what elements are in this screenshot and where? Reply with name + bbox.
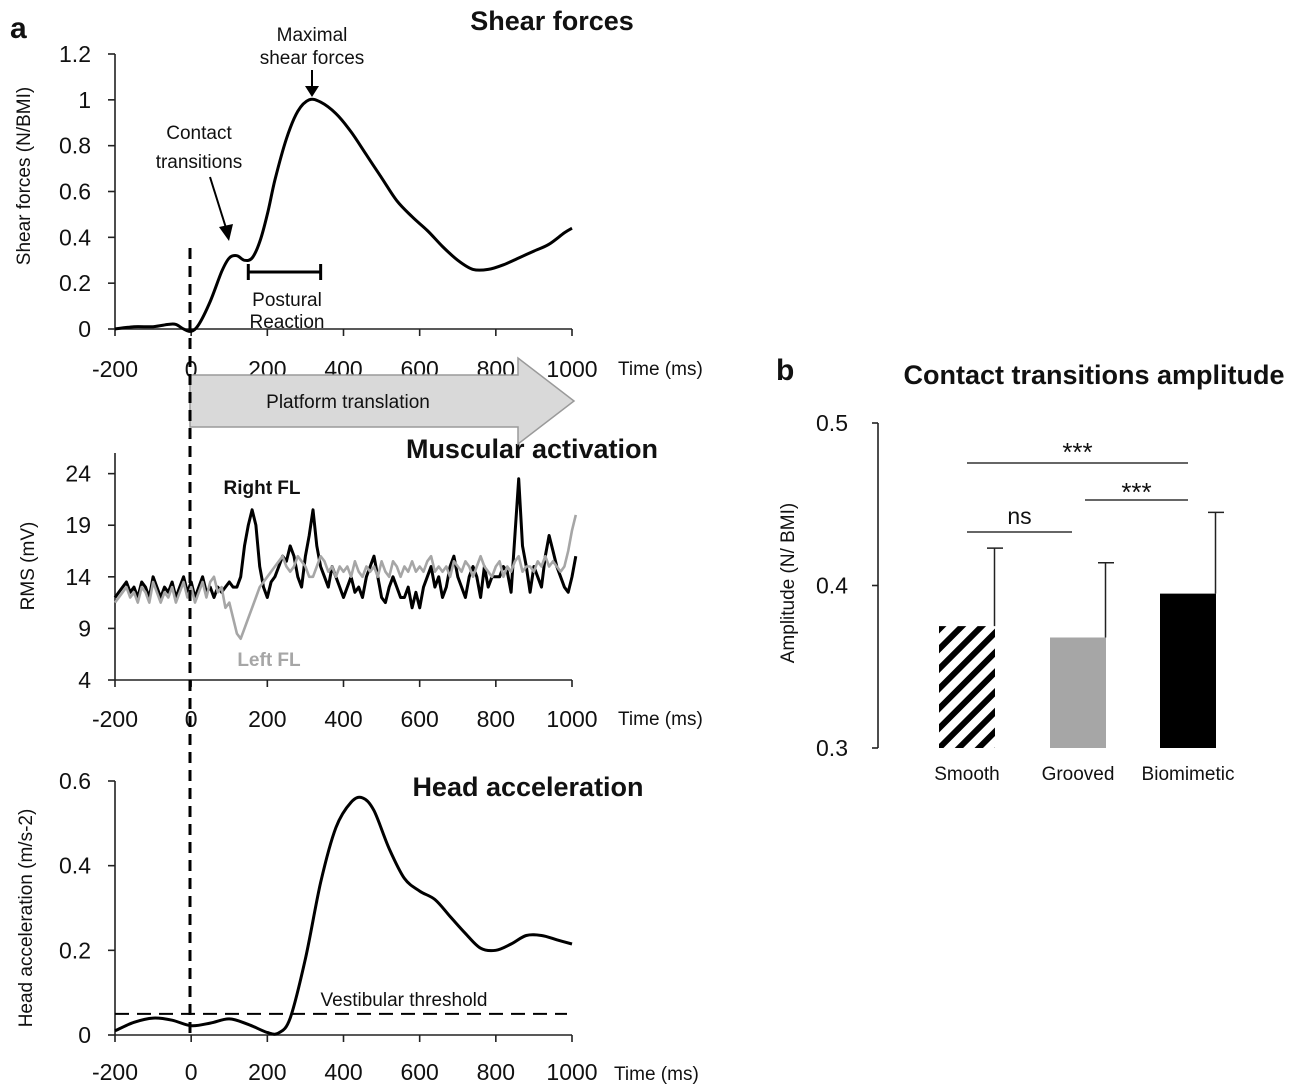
y-tick-label: 0.2 (59, 270, 91, 296)
y-axis-label: Amplitude (N/ BMI) (778, 503, 799, 663)
y-axis-label: RMS (mV) (18, 522, 39, 611)
y-tick-label: 0.2 (59, 937, 91, 963)
y-tick-label: 9 (78, 615, 91, 641)
annotation-contact-line1: Contact (166, 123, 232, 144)
chart-title: Contact transitions amplitude (903, 360, 1284, 390)
significance-label: *** (1121, 477, 1151, 507)
x-tick-label: 800 (477, 706, 515, 732)
platform-translation-arrow: Platform translation (189, 356, 576, 446)
right-fl-legend-label: Right FL (223, 478, 300, 499)
chart-title: Head acceleration (412, 772, 643, 802)
x-axis-label: Time (ms) (618, 359, 703, 380)
annotation-max-shear-line1: Maximal (277, 25, 348, 46)
annotation-contact-arrow-shaft (209, 176, 227, 229)
y-axis-label: Shear forces (N/BMI) (14, 87, 35, 265)
x-tick-label: -200 (92, 1059, 138, 1085)
x-tick-label: -200 (92, 356, 138, 382)
x-axis-label: Time (ms) (614, 1064, 699, 1085)
platform-translation-label: Platform translation (266, 392, 430, 413)
x-tick-label: 1000 (546, 706, 597, 732)
panel-b-label: b (776, 354, 794, 387)
x-tick-label: 400 (324, 706, 362, 732)
annotation-postural-line1: Postural (252, 290, 322, 311)
x-tick-label: 1000 (546, 356, 597, 382)
y-tick-label: 0.4 (816, 573, 848, 599)
x-tick-label: 600 (400, 706, 438, 732)
shear-forces-chart: 00.20.40.60.811.2-200 0 200 400 600 800 1000Sh… (14, 6, 703, 382)
annotation-postural-line2: Reaction (250, 312, 325, 333)
bar-biomimetic (1160, 593, 1216, 748)
x-tick-label: -200 (92, 706, 138, 732)
y-tick-label: 1 (78, 87, 91, 113)
x-tick-label: 200 (248, 706, 286, 732)
y-tick-label: 4 (78, 667, 91, 693)
y-tick-label: 14 (65, 564, 91, 590)
x-tick-label: 200 (248, 1059, 286, 1085)
x-tick-label: 1000 (546, 1059, 597, 1085)
series-line (114, 97, 573, 333)
category-label-biomimetic: Biomimetic (1142, 764, 1235, 785)
left-fl-line (113, 514, 578, 640)
y-tick-label: 0 (78, 316, 91, 342)
contact-transitions-bar-chart: Contact transitions amplitude 0.3 0.4 0.5 Am… (778, 360, 1285, 785)
annotation-max-shear-line2: shear forces (260, 48, 365, 69)
y-axis-label: Head acceleration (m/s-2) (16, 809, 37, 1028)
y-tick-label: 0.8 (59, 133, 91, 159)
series-line (114, 795, 573, 1036)
x-tick-label: 800 (477, 1059, 515, 1085)
platform-arrow-shape (189, 356, 576, 446)
right-fl-line (113, 477, 578, 610)
x-tick-label: 0 (185, 1059, 198, 1085)
y-tick-label: 0.5 (816, 410, 848, 436)
y-tick-label: 0.4 (59, 853, 91, 879)
significance-label: *** (1062, 437, 1092, 467)
bar-grooved (1050, 637, 1106, 748)
bar-smooth (939, 626, 995, 748)
y-tick-label: 0.6 (59, 179, 91, 205)
significance-label: ns (1007, 503, 1031, 529)
chart-title: Shear forces (470, 6, 634, 36)
y-tick-label: 1.2 (59, 41, 91, 67)
vestibular-threshold-label: Vestibular threshold (321, 990, 488, 1011)
annotation-max-shear-arrowhead (305, 86, 319, 97)
y-tick-label: 19 (65, 512, 91, 538)
y-tick-label: 0.3 (816, 735, 848, 761)
chart-title: Muscular activation (406, 434, 658, 464)
annotation-contact-line2: transitions (156, 152, 243, 173)
y-tick-label: 0.6 (59, 768, 91, 794)
panel-a-label: a (10, 12, 27, 45)
y-tick-label: 0.4 (59, 224, 91, 250)
x-axis-label: Time (ms) (618, 709, 703, 730)
y-tick-label: 24 (65, 461, 91, 487)
left-fl-legend-label: Left FL (237, 650, 301, 671)
x-tick-label: 600 (400, 1059, 438, 1085)
x-tick-label: 400 (324, 1059, 362, 1085)
y-tick-label: 0 (78, 1022, 91, 1048)
annotation-contact-arrowhead (219, 224, 233, 241)
category-label-smooth: Smooth (934, 764, 999, 785)
category-label-grooved: Grooved (1042, 764, 1115, 785)
